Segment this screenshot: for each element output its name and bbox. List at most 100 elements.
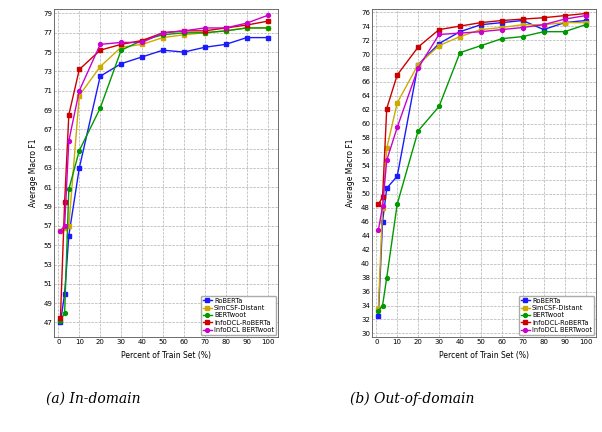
InfoDCL BERTwoot — [96, 42, 104, 47]
SimCSF-Distant — [138, 42, 146, 47]
BERTwoot — [160, 32, 167, 37]
Y-axis label: Average Macro F1: Average Macro F1 — [347, 139, 355, 207]
SimCSF-Distant — [201, 30, 208, 35]
SimCSF-Distant — [222, 28, 229, 33]
RoBERTa — [243, 35, 250, 40]
SimCSF-Distant — [383, 146, 390, 151]
InfoDCL BERTwoot — [264, 13, 272, 18]
BERTwoot — [498, 36, 506, 41]
InfoDCL-RoBERTa — [65, 112, 72, 118]
InfoDCL-RoBERTa — [57, 315, 64, 320]
Line: InfoDCL BERTwoot: InfoDCL BERTwoot — [376, 14, 588, 232]
BERTwoot — [415, 128, 422, 133]
SimCSF-Distant — [375, 306, 382, 311]
SimCSF-Distant — [561, 20, 568, 25]
RoBERTa — [76, 165, 83, 171]
InfoDCL BERTwoot — [201, 25, 208, 31]
InfoDCL BERTwoot — [65, 138, 72, 143]
Line: RoBERTa: RoBERTa — [58, 36, 270, 324]
RoBERTa — [394, 174, 401, 179]
SimCSF-Distant — [582, 20, 589, 25]
Line: InfoDCL BERTwoot: InfoDCL BERTwoot — [58, 13, 270, 233]
SimCSF-Distant — [456, 34, 464, 39]
BERTwoot — [561, 29, 568, 34]
RoBERTa — [96, 73, 104, 79]
RoBERTa — [519, 18, 526, 23]
BERTwoot — [379, 303, 386, 308]
RoBERTa — [415, 62, 422, 67]
InfoDCL BERTwoot — [180, 28, 187, 33]
BERTwoot — [456, 50, 464, 55]
SimCSF-Distant — [519, 22, 526, 27]
InfoDCL-RoBERTa — [160, 30, 167, 35]
InfoDCL BERTwoot — [435, 32, 442, 37]
Legend: RoBERTa, SimCSF-Distant, BERTwoot, InfoDCL-RoBERTa, InfoDCL BERTwoot: RoBERTa, SimCSF-Distant, BERTwoot, InfoD… — [519, 295, 594, 335]
InfoDCL BERTwoot — [76, 88, 83, 93]
BERTwoot — [394, 202, 401, 207]
RoBERTa — [201, 44, 208, 50]
BERTwoot — [61, 310, 68, 315]
SimCSF-Distant — [498, 25, 506, 30]
Legend: RoBERTa, SimCSF-Distant, BERTwoot, InfoDCL-RoBERTa, InfoDCL BERTwoot: RoBERTa, SimCSF-Distant, BERTwoot, InfoD… — [200, 295, 276, 335]
InfoDCL-RoBERTa — [383, 106, 390, 111]
InfoDCL-RoBERTa — [96, 48, 104, 53]
InfoDCL-RoBERTa — [394, 73, 401, 78]
BERTwoot — [65, 187, 72, 192]
BERTwoot — [57, 318, 64, 323]
BERTwoot — [435, 104, 442, 109]
InfoDCL-RoBERTa — [379, 195, 386, 200]
InfoDCL-RoBERTa — [435, 27, 442, 32]
SimCSF-Distant — [57, 228, 64, 233]
RoBERTa — [582, 18, 589, 23]
SimCSF-Distant — [96, 64, 104, 69]
InfoDCL-RoBERTa — [180, 28, 187, 33]
InfoDCL-RoBERTa — [477, 20, 485, 25]
RoBERTa — [498, 20, 506, 25]
InfoDCL BERTwoot — [61, 223, 68, 229]
BERTwoot — [76, 148, 83, 153]
InfoDCL-RoBERTa — [498, 18, 506, 23]
Line: SimCSF-Distant: SimCSF-Distant — [58, 26, 270, 233]
InfoDCL BERTwoot — [375, 228, 382, 233]
RoBERTa — [383, 186, 390, 191]
InfoDCL-RoBERTa — [264, 19, 272, 24]
InfoDCL-RoBERTa — [138, 38, 146, 43]
RoBERTa — [435, 41, 442, 46]
RoBERTa — [61, 291, 68, 296]
RoBERTa — [222, 42, 229, 47]
X-axis label: Percent of Train Set (%): Percent of Train Set (%) — [121, 351, 211, 359]
Line: BERTwoot: BERTwoot — [58, 26, 270, 323]
BERTwoot — [138, 38, 146, 43]
SimCSF-Distant — [540, 22, 547, 27]
InfoDCL BERTwoot — [383, 158, 390, 163]
Line: SimCSF-Distant: SimCSF-Distant — [376, 21, 588, 311]
BERTwoot — [477, 43, 485, 48]
BERTwoot — [180, 30, 187, 35]
BERTwoot — [582, 22, 589, 27]
Line: BERTwoot: BERTwoot — [376, 23, 588, 313]
InfoDCL BERTwoot — [394, 125, 401, 130]
BERTwoot — [383, 275, 390, 280]
SimCSF-Distant — [415, 62, 422, 67]
Line: InfoDCL-RoBERTa: InfoDCL-RoBERTa — [376, 12, 588, 206]
InfoDCL BERTwoot — [57, 228, 64, 233]
InfoDCL BERTwoot — [160, 30, 167, 35]
SimCSF-Distant — [243, 25, 250, 31]
RoBERTa — [456, 29, 464, 34]
RoBERTa — [379, 219, 386, 224]
InfoDCL-RoBERTa — [243, 22, 250, 28]
X-axis label: Percent of Train Set (%): Percent of Train Set (%) — [439, 351, 529, 359]
BERTwoot — [540, 29, 547, 34]
RoBERTa — [561, 20, 568, 25]
InfoDCL-RoBERTa — [222, 25, 229, 31]
SimCSF-Distant — [65, 223, 72, 229]
SimCSF-Distant — [61, 225, 68, 230]
InfoDCL BERTwoot — [582, 13, 589, 18]
RoBERTa — [65, 233, 72, 238]
InfoDCL BERTwoot — [243, 21, 250, 26]
SimCSF-Distant — [264, 25, 272, 31]
InfoDCL-RoBERTa — [456, 23, 464, 29]
InfoDCL BERTwoot — [540, 22, 547, 27]
Line: RoBERTa: RoBERTa — [376, 19, 588, 318]
InfoDCL BERTwoot — [415, 65, 422, 70]
